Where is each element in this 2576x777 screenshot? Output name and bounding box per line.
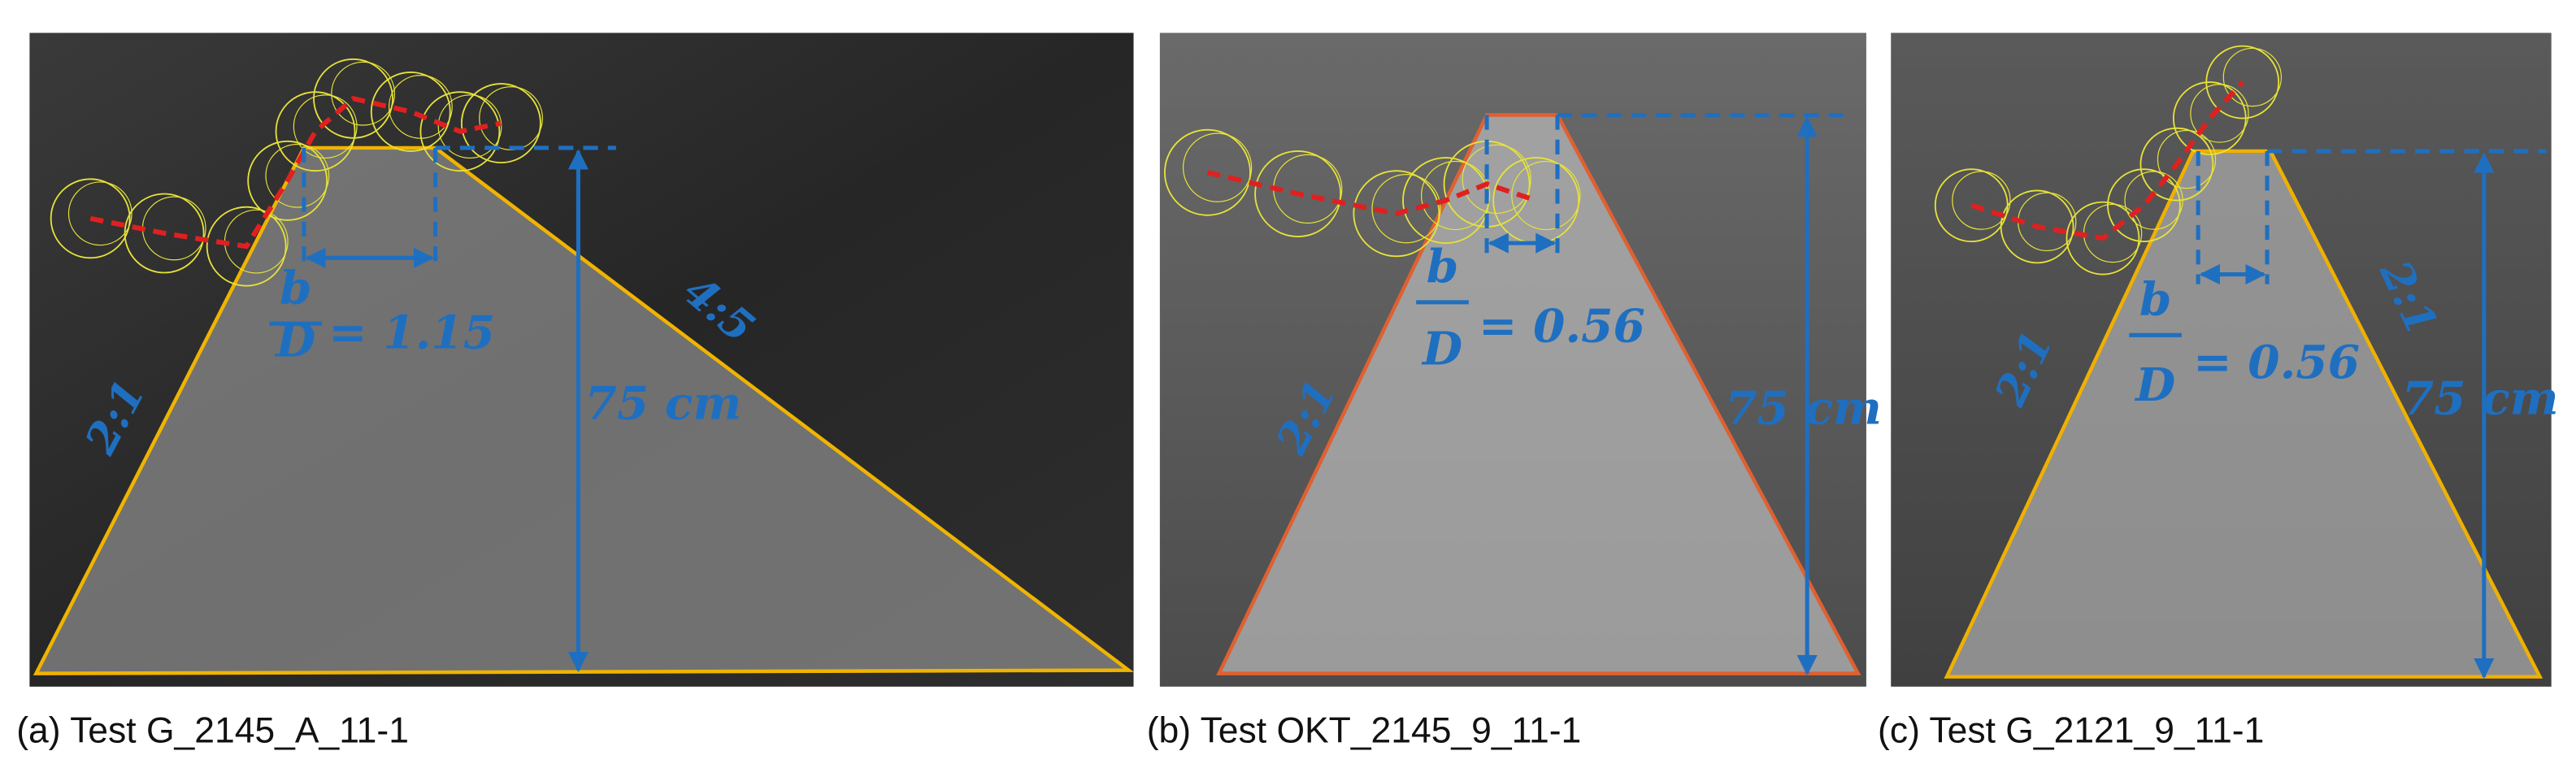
tracker-circle <box>1254 150 1342 237</box>
tracker-circle <box>1164 128 1251 216</box>
tracker-circle <box>2000 189 2074 264</box>
fraction-numerator: b <box>2139 273 2172 327</box>
panel-caption: (a) Test G_2145_A_11-1 <box>16 711 409 751</box>
trajectory <box>89 95 502 250</box>
trajectory <box>1970 80 2244 241</box>
tracker-circle <box>331 61 396 126</box>
tracker-circle <box>2107 168 2181 243</box>
tracker-circle <box>437 94 502 159</box>
tracker-circle <box>1952 171 2011 230</box>
panel-caption: (b) Test OKT_2145_9_11-1 <box>1147 711 1582 751</box>
tracker-circle <box>1182 132 1253 202</box>
tracker-circle <box>1421 160 1491 231</box>
tracker-circle <box>461 83 541 164</box>
tracker-circle <box>2139 127 2214 202</box>
tracker-circle <box>1462 144 1531 214</box>
panel-caption: (c) Test G_2121_9_11-1 <box>1878 711 2264 751</box>
tracker-circle <box>1371 174 1441 244</box>
tracker-circle <box>2222 47 2283 107</box>
height-label: 75 cm <box>1725 381 1882 435</box>
fraction-numerator: b <box>280 262 312 315</box>
tracker-circle <box>247 140 328 221</box>
tracker-circle <box>313 58 393 139</box>
ratio-value: = 0.56 <box>1479 299 1645 353</box>
fraction-denominator: D <box>274 315 315 368</box>
tracker-circle <box>2190 84 2249 143</box>
tracker-circle <box>124 193 205 274</box>
tracker-circle <box>370 72 451 152</box>
trajectory <box>1206 170 1537 216</box>
tracker-circle <box>1353 170 1440 258</box>
tracker-circle <box>67 181 132 246</box>
fraction-denominator: D <box>1421 323 1462 376</box>
tracker-circle <box>293 94 358 159</box>
fraction-numerator: b <box>1427 241 1459 294</box>
tracker-circle <box>265 143 330 208</box>
tracker-circle <box>2066 201 2140 276</box>
tracker-circle <box>50 178 131 259</box>
fraction-denominator: D <box>2134 358 2175 412</box>
ratio-value: = 0.56 <box>2193 336 2360 389</box>
height-label: 75 cm <box>584 376 741 430</box>
tracker-circle <box>419 91 501 172</box>
tracker-circle <box>206 206 287 287</box>
tracker-circle <box>2205 45 2280 119</box>
tracker-circle <box>1511 160 1581 231</box>
height-label: 75 cm <box>2402 371 2559 425</box>
tracker-circle <box>275 91 356 172</box>
tracker-circle <box>2157 129 2217 189</box>
ratio-value: = 1.15 <box>328 306 495 359</box>
